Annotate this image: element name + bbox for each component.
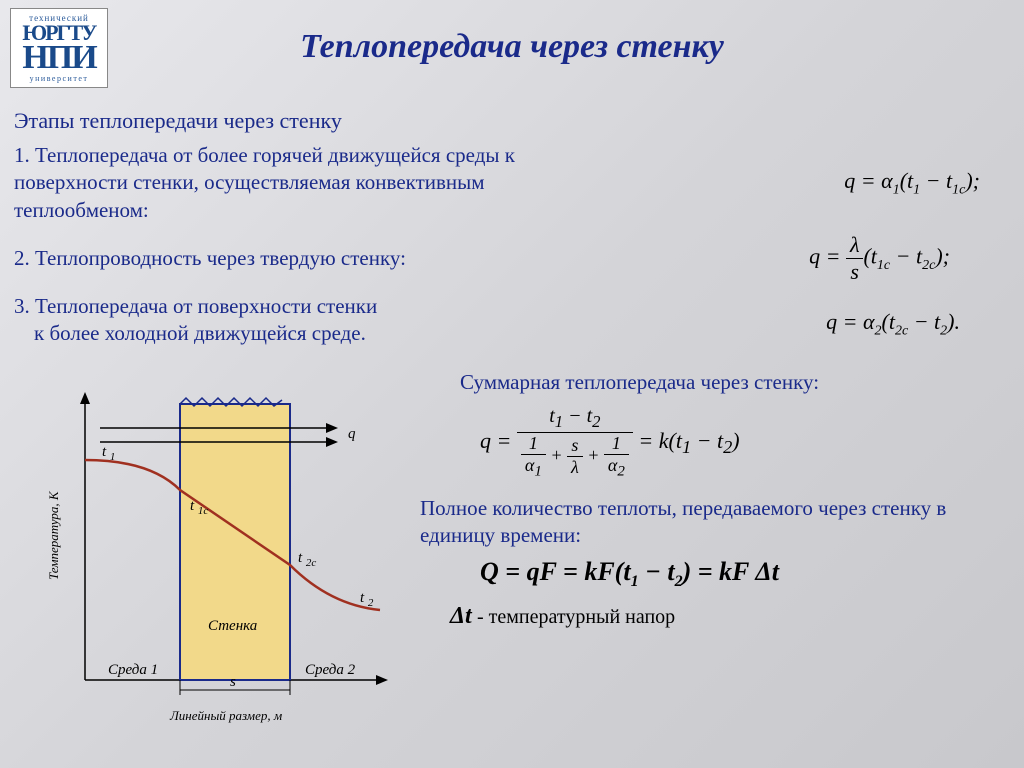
- heat-quantity-text: Полное количество теплоты, передаваемого…: [420, 495, 1010, 550]
- x-axis-label: Линейный размер, м: [169, 708, 282, 723]
- label-t2c: t 2c: [298, 550, 316, 569]
- stage-3-text-block: 3. Теплопередача от поверхности стенки к…: [14, 293, 377, 348]
- right-column: Суммарная теплопередача через стенку: q …: [420, 370, 1010, 630]
- stage-2: 2. Теплопроводность через твердую стенку…: [14, 232, 1010, 285]
- formula-Q: Q = qF = kF(t1 − t2) = kF Δt: [480, 557, 1010, 591]
- stage-3: 3. Теплопередача от поверхности стенки к…: [14, 293, 1010, 348]
- formula-2: q = λs(t1c − t2c);: [809, 232, 950, 285]
- formula-sum: q = t1 − t2 1α1 + sλ + 1α2 = k(t1 − t2): [480, 405, 1010, 481]
- stage-1: 1. Теплопередача от более горячей движущ…: [14, 142, 1010, 224]
- dt-description: - температурный напор: [477, 606, 675, 628]
- stage-3-line1: 3. Теплопередача от поверхности стенки: [14, 293, 377, 320]
- sum-heading: Суммарная теплопередача через стенку:: [460, 370, 1010, 395]
- content-area: Этапы теплопередачи через стенку 1. Тепл…: [14, 108, 1010, 355]
- formula-1: q = α1(t1 − t1c);: [844, 168, 980, 198]
- label-s: s: [230, 674, 236, 690]
- stage-3-line2: к более холодной движущейся среде.: [14, 320, 377, 347]
- stages-heading: Этапы теплопередачи через стенку: [14, 108, 1010, 134]
- stage-2-text: 2. Теплопроводность через твердую стенку…: [14, 245, 406, 272]
- label-med2: Среда 2: [305, 662, 356, 678]
- dt-symbol: Δt: [450, 603, 472, 629]
- logo-bottom-text: университет: [30, 74, 89, 83]
- y-axis-label: Температура, К: [46, 490, 61, 580]
- label-q: q: [348, 426, 356, 442]
- formula-3: q = α2(t2c − t2).: [826, 309, 960, 339]
- label-med1: Среда 1: [108, 662, 158, 678]
- stage-1-text: 1. Теплопередача от более горячей движущ…: [14, 142, 574, 224]
- page-title: Теплопередача через стенку: [0, 28, 1024, 66]
- dt-definition: Δt - температурный напор: [450, 603, 1010, 630]
- label-wall: Стенка: [208, 618, 257, 634]
- heat-transfer-diagram: t 1 q t 1c t 2c t 2 Стенка Среда 1 Среда…: [30, 380, 410, 740]
